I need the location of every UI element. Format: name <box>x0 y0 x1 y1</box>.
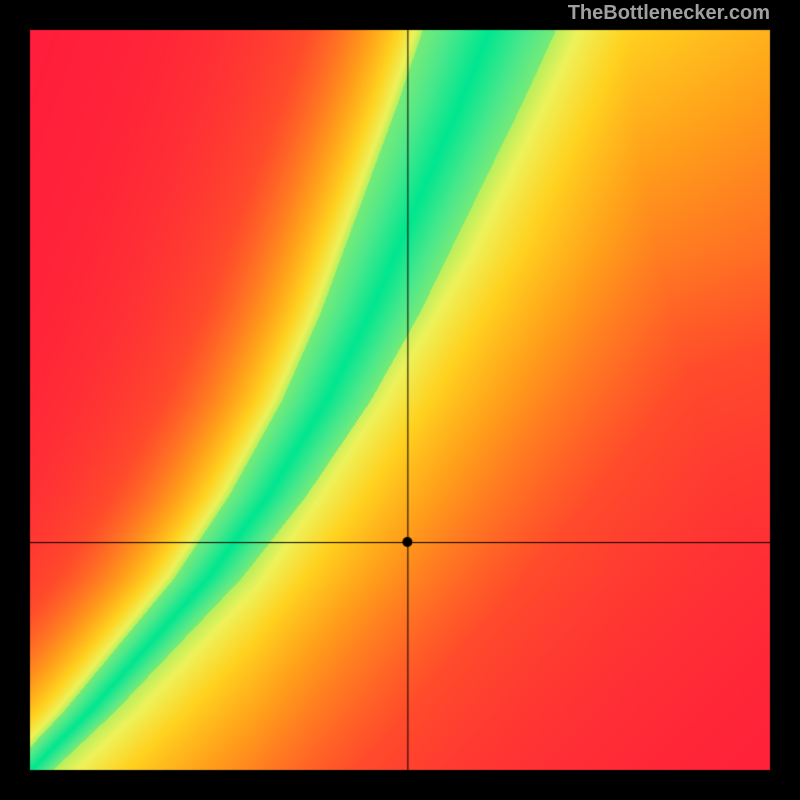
heatmap-canvas <box>0 0 800 800</box>
watermark-text: TheBottlenecker.com <box>568 2 770 25</box>
chart-container: TheBottlenecker.com <box>0 0 800 800</box>
